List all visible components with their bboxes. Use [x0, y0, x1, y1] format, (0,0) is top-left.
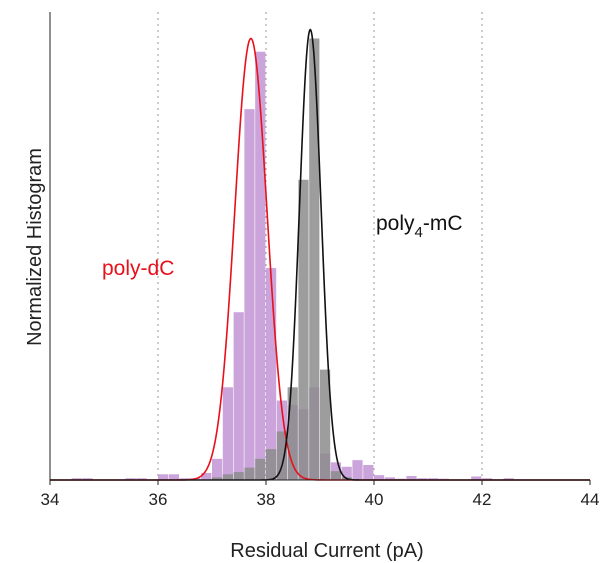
histogram-bar: [244, 109, 255, 480]
histogram-bar: [71, 478, 82, 480]
poly-dc-label: poly-dC: [102, 257, 174, 280]
x-tick-labels: 34 36 38 40 42 44: [41, 490, 600, 509]
histogram-bar: [222, 387, 233, 480]
histogram-bar: [320, 369, 331, 480]
histogram-bar: [276, 431, 287, 480]
histogram-bar: [244, 467, 255, 480]
histogram-bar: [363, 464, 374, 480]
histogram-bar: [287, 387, 298, 480]
histogram-bar: [136, 478, 147, 480]
histogram-bar: [255, 458, 266, 480]
histogram-bar: [233, 312, 244, 480]
histogram-bar: [406, 476, 417, 480]
poly-mc-label-base: poly: [376, 212, 415, 235]
histogram-bar: [374, 475, 385, 480]
histogram-bar: [428, 478, 439, 480]
histogram-bar: [168, 474, 179, 480]
histogram-bar: [330, 471, 341, 480]
y-axis-label: Normalized Histogram: [24, 148, 46, 346]
x-tick-label: 38: [257, 490, 276, 509]
histogram-bar: [255, 51, 266, 481]
histogram-bar: [212, 458, 223, 480]
histogram-bar: [125, 478, 136, 480]
histogram-bar: [158, 474, 169, 480]
histogram-bar: [503, 478, 514, 480]
x-tick-label: 44: [581, 490, 600, 509]
poly-mc-label: poly4-mC: [376, 212, 463, 241]
histogram-bar: [341, 466, 352, 480]
histogram-bar: [482, 478, 493, 480]
histogram-bar: [266, 268, 277, 480]
x-tick-label: 40: [365, 490, 384, 509]
poly-mc-label-subscript: 4: [415, 224, 423, 241]
poly-mc-label-rest: -mC: [423, 212, 463, 235]
x-tick-label: 36: [149, 490, 168, 509]
x-axis-label: Residual Current (pA): [230, 540, 423, 562]
histogram-bar: [266, 449, 277, 480]
histogram-bar: [352, 460, 363, 480]
x-tick-label: 42: [473, 490, 492, 509]
histogram-bar: [233, 472, 244, 480]
histogram-bar: [201, 472, 212, 480]
histogram-bar: [471, 476, 482, 480]
histogram-bar: [417, 478, 428, 480]
axes: [49, 12, 591, 485]
histogram-bar: [298, 179, 309, 480]
histogram-bar: [384, 477, 395, 480]
poly-mc-bars: [212, 38, 352, 480]
x-tick-label: 34: [41, 490, 60, 509]
histogram-bar: [222, 474, 233, 480]
histogram-bar: [309, 38, 320, 480]
histogram-bar: [212, 477, 223, 480]
histogram-bar: [82, 478, 93, 480]
